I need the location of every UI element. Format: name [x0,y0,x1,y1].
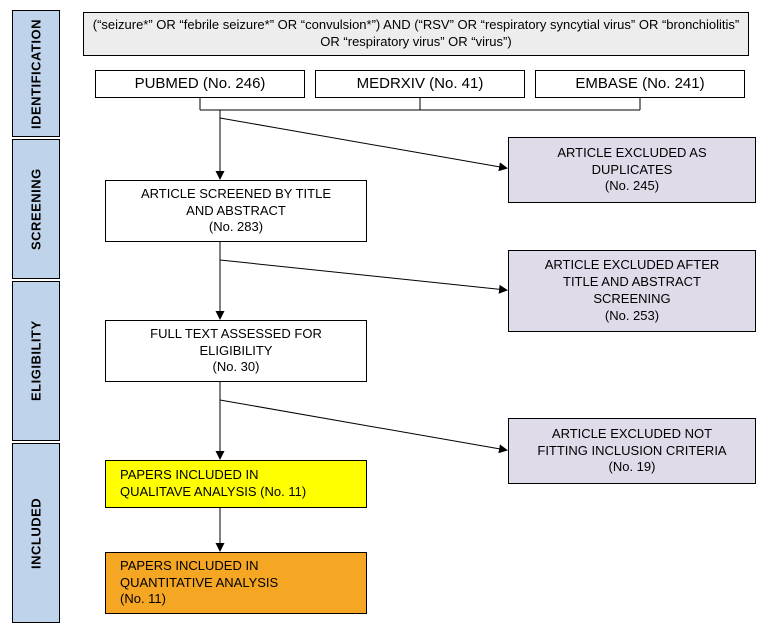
box-qualitative: PAPERS INCLUDED IN QUALITAVE ANALYSIS (N… [105,460,367,508]
box-screened-l3: (No. 283) [209,219,263,236]
box-excl-screening: ARTICLE EXCLUDED AFTER TITLE AND ABSTRAC… [508,250,756,332]
box-fulltext-l2: ELIGIBILITY [200,343,273,360]
box-quantitative-l3: (No. 11) [120,591,166,608]
box-qualitative-l2: QUALITAVE ANALYSIS (No. 11) [120,484,306,501]
db-medrxiv: MEDRXIV (No. 41) [315,70,525,98]
box-excl-scr-l2: TITLE AND ABSTRACT [563,274,701,291]
box-fulltext-l3: (No. 30) [213,359,260,376]
db-pubmed: PUBMED (No. 246) [95,70,305,98]
box-excl-duplicates: ARTICLE EXCLUDED AS DUPLICATES (No. 245) [508,137,756,203]
db-embase-label: EMBASE (No. 241) [575,74,704,94]
box-excl-dup-l2: DUPLICATES [592,162,673,179]
box-excl-dup-l1: ARTICLE EXCLUDED AS [557,145,706,162]
box-screened: ARTICLE SCREENED BY TITLE AND ABSTRACT (… [105,180,367,242]
box-screened-l1: ARTICLE SCREENED BY TITLE [141,186,331,203]
stage-identification: IDENTIFICATION [12,10,60,137]
box-excl-crit-l1: ARTICLE EXCLUDED NOT [552,426,712,443]
box-excl-crit-l3: (No. 19) [609,459,656,476]
stage-screening: SCREENING [12,139,60,279]
box-excl-scr-l4: (No. 253) [605,308,659,325]
box-fulltext-l1: FULL TEXT ASSESSED FOR [150,326,322,343]
box-excl-criteria: ARTICLE EXCLUDED NOT FITTING INCLUSION C… [508,418,756,484]
box-excl-scr-l3: SCREENING [593,291,670,308]
box-quantitative-l1: PAPERS INCLUDED IN [120,558,258,575]
box-excl-crit-l2: FITTING INCLUSION CRITERIA [537,443,726,460]
box-quantitative: PAPERS INCLUDED IN QUANTITATIVE ANALYSIS… [105,552,367,614]
box-fulltext: FULL TEXT ASSESSED FOR ELIGIBILITY (No. … [105,320,367,382]
box-qualitative-l1: PAPERS INCLUDED IN [120,467,258,484]
db-pubmed-label: PUBMED (No. 246) [135,74,266,94]
stage-eligibility: ELIGIBILITY [12,281,60,441]
db-medrxiv-label: MEDRXIV (No. 41) [357,74,484,94]
db-embase: EMBASE (No. 241) [535,70,745,98]
search-query-text: (“seizure*” OR “febrile seizure*” OR “co… [92,17,740,51]
box-excl-scr-l1: ARTICLE EXCLUDED AFTER [545,257,720,274]
search-query-box: (“seizure*” OR “febrile seizure*” OR “co… [83,12,749,56]
box-screened-l2: AND ABSTRACT [186,203,286,220]
box-quantitative-l2: QUANTITATIVE ANALYSIS [120,575,278,592]
stage-included: INCLUDED [12,443,60,623]
box-excl-dup-l3: (No. 245) [605,178,659,195]
